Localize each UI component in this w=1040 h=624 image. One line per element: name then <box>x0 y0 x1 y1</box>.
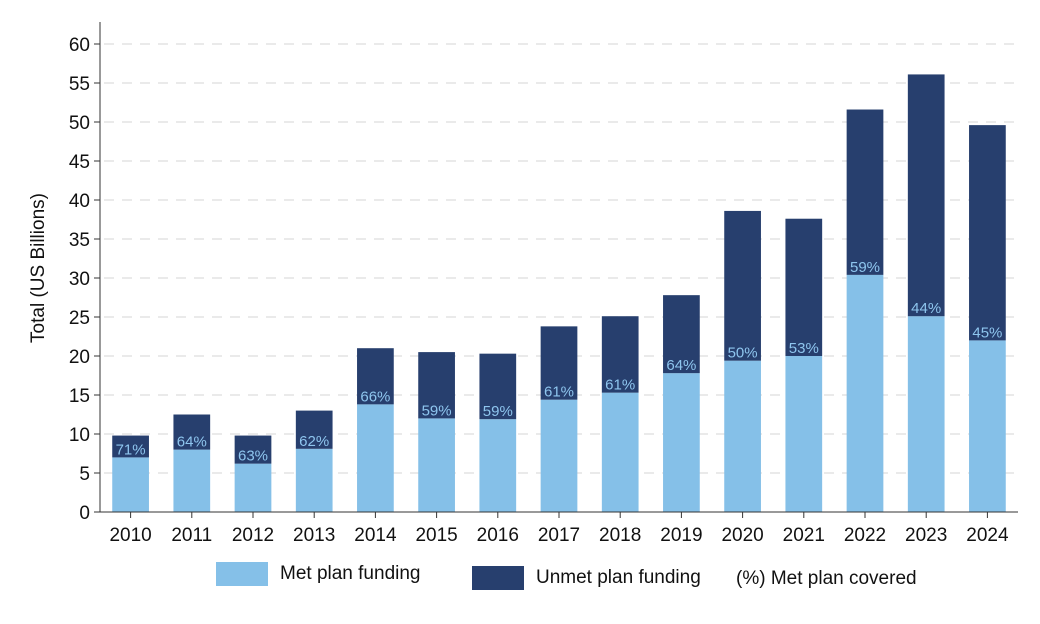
bars <box>112 74 1006 512</box>
y-tick-label-50: 50 <box>69 113 90 134</box>
bar-unmet-2014 <box>357 348 394 405</box>
bar-met-2024 <box>969 340 1006 512</box>
bar-met-2011 <box>173 449 211 512</box>
legend-swatch-unmet <box>472 566 524 590</box>
x-tick-label-2022: 2022 <box>844 525 886 546</box>
bar-unmet-2021 <box>785 218 823 356</box>
bar-unmet-2013 <box>295 410 333 449</box>
legend: Met plan funding Unmet plan funding (%) … <box>0 560 1040 600</box>
percent-label-2014: 66% <box>360 388 390 405</box>
percent-label-2011: 64% <box>177 434 207 451</box>
y-tick-label-10: 10 <box>69 425 90 446</box>
y-tick-label-45: 45 <box>69 152 90 173</box>
stacked-bar-chart: 71% 64% 63% 62% 66% 59% 59% 61% 61% 64% 50% 53% 59% 4… <box>28 22 1018 546</box>
bar-unmet-2024 <box>969 125 1006 341</box>
bar-unmet-2011 <box>173 414 211 450</box>
percent-label-2013: 62% <box>299 433 329 450</box>
bar-met-2010 <box>112 457 149 512</box>
x-tick-label-2024: 2024 <box>966 525 1009 546</box>
y-tick-label-20: 20 <box>69 347 90 368</box>
percent-label-2020: 50% <box>728 345 758 362</box>
bar-unmet-2017 <box>540 326 578 400</box>
y-axis-label: Total (US Billions) <box>28 193 49 343</box>
y-tick-label-15: 15 <box>69 386 90 407</box>
bar-met-2022 <box>846 274 884 512</box>
legend-note: (%) Met plan covered <box>736 568 917 590</box>
legend-label-met: Met plan funding <box>280 563 421 584</box>
y-tick-label-35: 35 <box>69 230 90 251</box>
x-tick-label-2011: 2011 <box>171 525 212 546</box>
bar-unmet-2022 <box>846 109 884 275</box>
bar-unmet-2019 <box>663 295 700 374</box>
bar-unmet-2016 <box>479 353 517 420</box>
bar-unmet-2010 <box>112 435 149 458</box>
legend-note-label: (%) Met plan covered <box>736 568 917 589</box>
x-tick-label-2015: 2015 <box>415 525 457 546</box>
x-tick-label-2023: 2023 <box>905 525 947 546</box>
bar-met-2014 <box>357 404 394 512</box>
axes <box>94 22 1018 518</box>
bar-unmet-2023 <box>907 74 945 317</box>
percent-label-2012: 63% <box>238 448 268 465</box>
percent-label-2017: 61% <box>544 384 574 401</box>
bar-met-2013 <box>295 448 333 512</box>
bar-met-2016 <box>479 419 517 512</box>
bar-met-2017 <box>540 399 578 512</box>
bar-met-2023 <box>907 316 945 512</box>
x-tick-label-2012: 2012 <box>232 525 274 546</box>
percent-labels: 71% 64% 63% 62% 66% 59% 59% 61% 61% 64% 50% 53% 59% 4… <box>116 259 1003 465</box>
percent-label-2024: 45% <box>972 324 1002 341</box>
percent-label-2018: 61% <box>605 377 635 394</box>
y-tick-label-55: 55 <box>69 74 90 95</box>
x-tick-label-2014: 2014 <box>354 525 397 546</box>
bar-unmet-2012 <box>234 435 272 464</box>
legend-label-unmet: Unmet plan funding <box>536 567 701 588</box>
bar-met-2018 <box>601 392 639 512</box>
y-tick-label-40: 40 <box>69 191 90 212</box>
bar-met-2015 <box>418 418 455 512</box>
bar-unmet-2018 <box>601 316 639 393</box>
y-tick-label-0: 0 <box>79 503 90 524</box>
y-tick-labels: 0 5 10 15 20 25 30 35 40 45 50 55 60 <box>69 35 90 524</box>
x-tick-label-2019: 2019 <box>660 525 702 546</box>
x-tick-labels: 2010 2011 2012 2013 2014 2015 2016 2017 2018 2019… <box>109 525 1009 546</box>
x-tick-label-2020: 2020 <box>721 525 763 546</box>
y-tick-label-60: 60 <box>69 35 90 56</box>
legend-item-met: Met plan funding <box>216 562 421 586</box>
y-tick-label-25: 25 <box>69 308 90 329</box>
bar-unmet-2015 <box>418 352 455 419</box>
percent-label-2021: 53% <box>789 340 819 357</box>
percent-label-2023: 44% <box>911 300 941 317</box>
legend-item-unmet: Unmet plan funding <box>472 566 701 590</box>
bar-met-2020 <box>724 360 761 512</box>
x-tick-label-2010: 2010 <box>109 525 151 546</box>
bar-unmet-2020 <box>724 210 761 361</box>
y-tick-label-30: 30 <box>69 269 90 290</box>
percent-label-2015: 59% <box>422 402 452 419</box>
percent-label-2010: 71% <box>116 441 146 458</box>
percent-label-2022: 59% <box>850 259 880 276</box>
x-tick-label-2021: 2021 <box>783 525 825 546</box>
legend-swatch-met <box>216 562 268 586</box>
bar-met-2012 <box>234 463 272 512</box>
x-tick-label-2016: 2016 <box>477 525 519 546</box>
bar-met-2019 <box>663 373 700 512</box>
percent-label-2016: 59% <box>483 403 513 420</box>
percent-label-2019: 64% <box>666 357 696 374</box>
y-tick-label-5: 5 <box>79 464 90 485</box>
x-tick-label-2018: 2018 <box>599 525 641 546</box>
x-tick-label-2013: 2013 <box>293 525 335 546</box>
bar-met-2021 <box>785 356 823 512</box>
x-tick-label-2017: 2017 <box>538 525 580 546</box>
